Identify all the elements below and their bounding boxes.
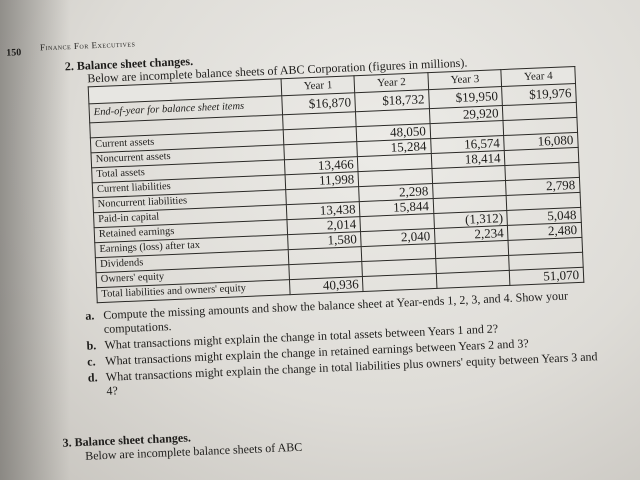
question-mark: c. bbox=[86, 354, 96, 369]
problem-2-questions: a. Compute the missing amounts and show t… bbox=[85, 287, 608, 401]
value-cell-year-4: 51,070 bbox=[509, 267, 584, 286]
value-cell-year-3 bbox=[436, 270, 511, 289]
balance-sheet-rows: Current assets 48,050 Noncurrent assets 15,… bbox=[90, 117, 584, 303]
end-of-year-y4: $19,976 bbox=[502, 83, 577, 106]
end-of-year-y2: $18,732 bbox=[355, 89, 430, 112]
end-of-year-y3: $19,950 bbox=[428, 86, 503, 109]
question-mark: a. bbox=[85, 308, 95, 323]
question-mark: b. bbox=[86, 338, 97, 353]
balance-sheet-table: Year 1 Year 2 Year 3 Year 4 End-of-year … bbox=[88, 66, 585, 303]
page-number: 150 bbox=[6, 47, 22, 59]
value-cell-year-1: 40,936 bbox=[289, 276, 364, 295]
page-gutter-shadow bbox=[0, 0, 70, 480]
running-head: Finance For Executives bbox=[39, 38, 136, 53]
question-mark: d. bbox=[87, 370, 98, 385]
end-of-year-y1: $16,870 bbox=[281, 92, 356, 115]
value-cell-year-2 bbox=[362, 273, 437, 292]
